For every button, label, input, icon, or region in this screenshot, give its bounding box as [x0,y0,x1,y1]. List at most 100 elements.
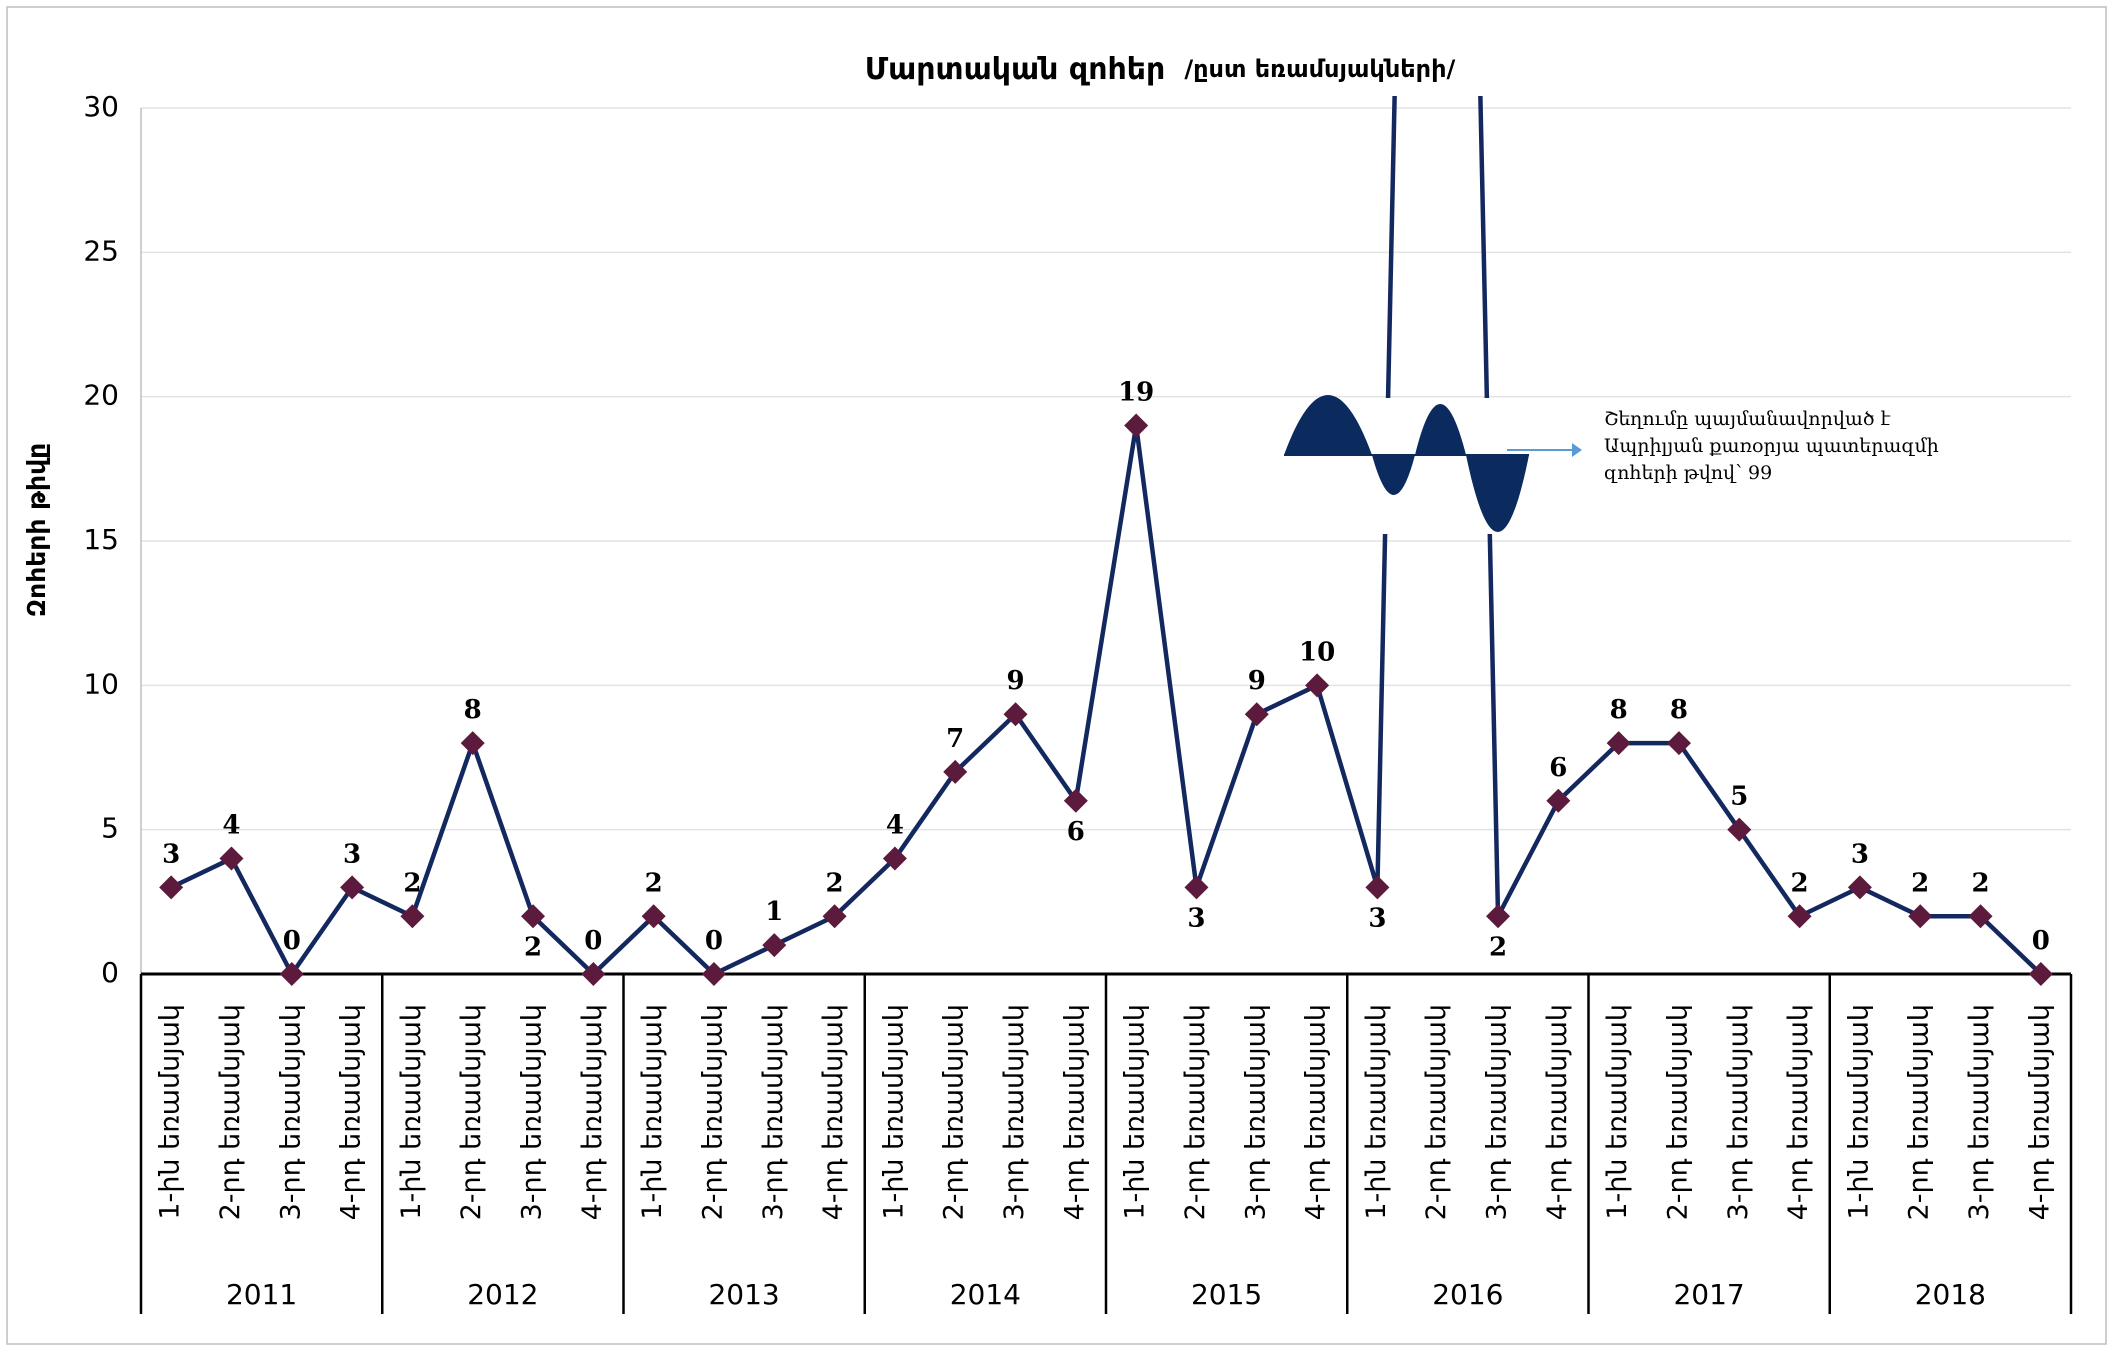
plot [159,96,2053,986]
marker [701,962,726,986]
data-label: 10 [1299,637,1335,667]
y-tick-label: 0 [101,956,119,989]
x-tick-label: 2-րդ եռամսյակ [1180,1004,1211,1220]
x-tick-label: 1-ին եռամսյակ [1361,1004,1392,1220]
x-tick-label: 4-րդ եռամսյակ [577,1004,608,1220]
marker [1847,875,1872,900]
x-tick-label: 1-ին եռամսյակ [396,1004,427,1220]
data-label: 8 [464,695,482,725]
year-label: 2014 [950,1278,1021,1311]
x-tick-label: 3-րդ եռամսյակ [275,1004,306,1220]
x-tick-label: 2-րդ եռամսյակ [1662,1004,1693,1220]
marker [943,759,968,784]
year-label: 2013 [708,1278,779,1311]
annotation: զոհերի թվով՝ 99 [1604,462,1772,484]
x-tick-label: 2-րդ եռամսյակ [215,1004,246,1220]
data-label: 2 [1791,868,1809,898]
x-tick-label: 2-րդ եռամսյակ [456,1004,487,1220]
year-label: 2016 [1432,1278,1503,1311]
x-tick-label: 2-րդ եռամսյակ [697,1004,728,1220]
year-label: 2012 [467,1278,538,1311]
marker [1727,817,1752,842]
marker [822,904,847,929]
frame [6,6,2107,1345]
data-label: 19 [1118,378,1154,408]
marker [1908,904,1933,929]
x-tick-label: 1-ին եռամսյակ [1120,1004,1151,1220]
marker [1365,875,1390,900]
x-tick-label: 4-րդ եռամսյակ [818,1004,849,1220]
data-label: 2 [826,868,844,898]
data-label: 3 [1368,903,1386,933]
x-tick-label: 1-ին եռամսյակ [878,1004,909,1220]
data-label: 0 [584,926,602,956]
annotation: Շեղումը պայմանավորված է [1604,408,1891,430]
data-label: 4 [886,811,904,841]
y-tick-label: 15 [83,523,119,556]
x-tick-label: 4-րդ եռամսյակ [1059,1004,1090,1220]
marker [1063,788,1088,813]
year-label: 2017 [1673,1278,1744,1311]
marker [340,875,365,900]
marker [521,904,546,929]
x-tick-label: 2-րդ եռամսյակ [1421,1004,1452,1220]
marker [1124,413,1149,438]
data-label: 1 [765,897,783,927]
break-wave [1466,455,1529,532]
marker [279,962,304,986]
x-tick-label: 1-ին եռամսյակ [637,1004,668,1220]
x-tick-label: 1-ին եռամսյակ [1843,1004,1874,1220]
data-label: 2 [1971,868,1989,898]
marker [1666,731,1691,756]
marker [762,933,787,958]
x-tick-label: 1-ին եռամսյակ [1602,1004,1633,1220]
x-tick-label: 3-րդ եռամսյակ [758,1004,789,1220]
annotation-arrowhead [1572,443,1582,457]
data-label: 2 [1911,868,1929,898]
x-tick-label: 3-րդ եռամսյակ [1482,1004,1513,1220]
chart-subtitle: /ըստ եռամսյակների/ [1184,55,1455,83]
y-tick-label: 20 [83,379,119,412]
marker [2028,962,2053,986]
data-label: 9 [1248,666,1266,696]
x-tick-label: 3-րդ եռամսյակ [999,1004,1030,1220]
marker [1546,788,1571,813]
x-tick-label: 4-րդ եռամսյակ [336,1004,367,1220]
marker [641,904,666,929]
data-label: 6 [1067,817,1085,847]
marker [1787,904,1812,929]
data-label: 4 [222,811,240,841]
data-label: 6 [1549,753,1567,783]
chart-title: Մարտական զոհեր [865,52,1166,87]
x-tick-label: 3-րդ եռամսյակ [517,1004,548,1220]
data-label: 2 [403,868,421,898]
data-label: 0 [705,926,723,956]
data-label: 3 [343,839,361,869]
data-label: 9 [1006,666,1024,696]
data-label: 2 [645,868,663,898]
x-tick-label: 1-ին եռամսյակ [155,1004,186,1220]
x-tick-label: 4-րդ եռամսյակ [1783,1004,1814,1220]
break-wave [1372,455,1415,495]
y-tick-label: 30 [83,90,119,123]
marker [1244,702,1269,727]
data-label: 0 [283,926,301,956]
marker [1968,904,1993,929]
break-wave [1415,404,1466,455]
data-label: 3 [162,839,180,869]
data-label: 7 [946,724,964,754]
x-tick-label: 3-րդ եռամսյակ [1240,1004,1271,1220]
marker [1003,702,1028,727]
marker [400,904,425,929]
annotation: Ապրիլյան քառօրյա պատերազմի [1604,435,1939,457]
x-tick-label: 3-րդ եռամսյակ [1964,1004,1995,1220]
data-label: 0 [2032,926,2050,956]
marker [1184,875,1209,900]
data-label: 8 [1670,695,1688,725]
x-tick-label: 4-րդ եռամսյակ [2024,1004,2055,1220]
y-axis-label: Զոհերի թիվը [22,443,51,617]
year-label: 2018 [1915,1278,1986,1311]
marker [159,875,184,900]
